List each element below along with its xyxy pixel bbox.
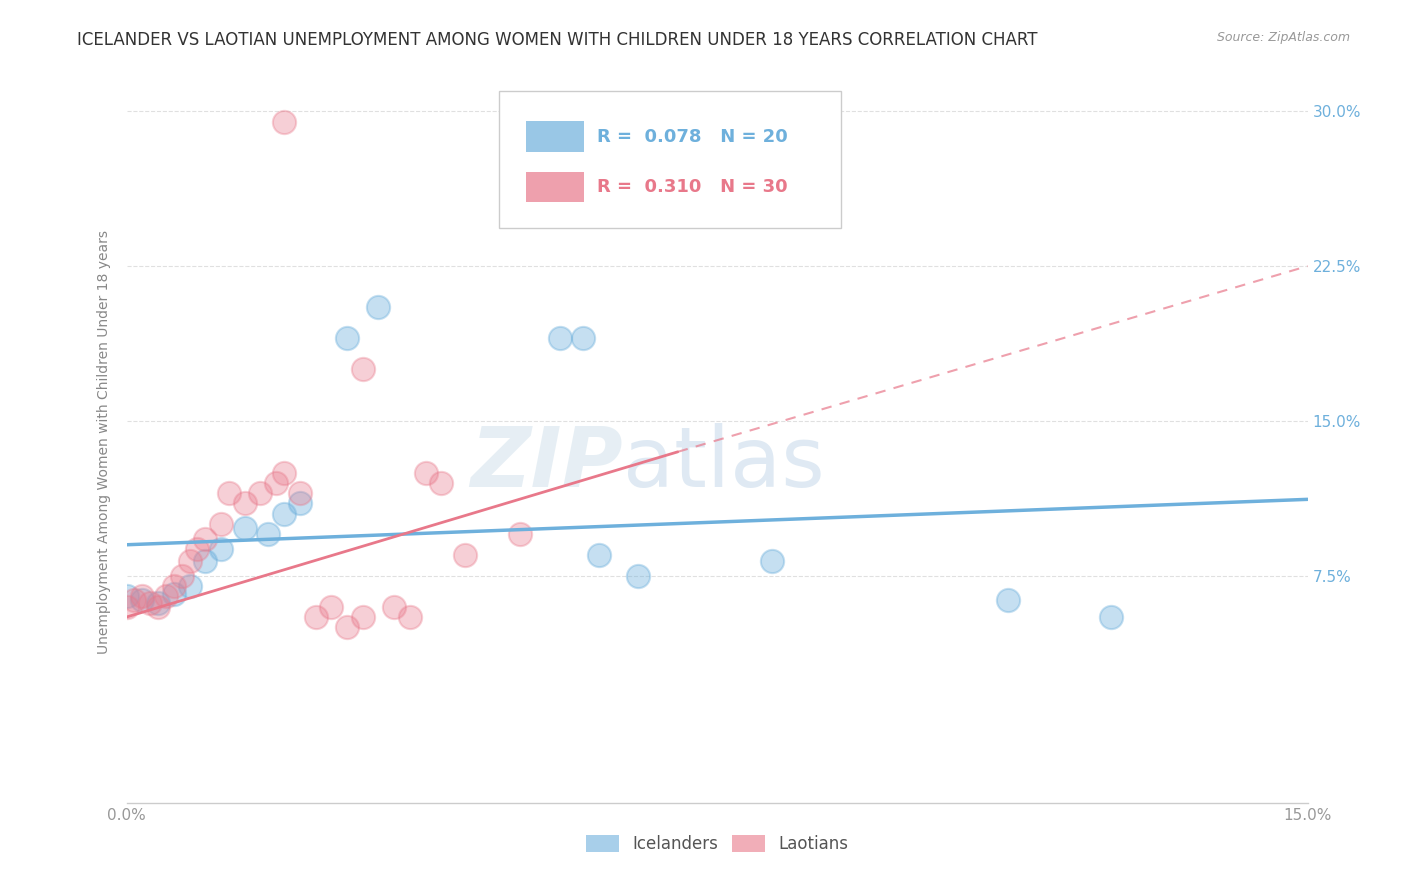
Text: R =  0.310   N = 30: R = 0.310 N = 30 (596, 178, 787, 196)
Point (548, 331, 571, 345)
Point (115, 590, 138, 604)
Point (179, 579, 201, 593)
Point (131, 590, 153, 604)
Point (170, 568, 193, 582)
Point (124, 593, 146, 607)
Point (163, 587, 186, 601)
Legend: Icelanders, Laotians: Icelanders, Laotians (579, 828, 855, 860)
Point (233, 496, 256, 510)
Point (509, 527, 531, 541)
Point (115, 599, 138, 614)
Point (627, 568, 650, 582)
Text: Source: ZipAtlas.com: Source: ZipAtlas.com (1216, 31, 1350, 45)
Point (209, 541, 232, 556)
FancyBboxPatch shape (499, 91, 841, 228)
Point (218, 486, 240, 500)
Point (336, 331, 359, 345)
Text: ZIP: ZIP (470, 423, 623, 504)
Point (367, 301, 389, 315)
Point (304, 610, 326, 624)
Point (997, 593, 1019, 607)
Point (288, 486, 311, 500)
Point (194, 532, 217, 546)
Text: R =  0.078   N = 20: R = 0.078 N = 20 (596, 128, 787, 145)
Point (430, 475, 453, 490)
Point (155, 590, 177, 604)
Point (163, 579, 186, 593)
Point (233, 521, 256, 535)
Point (209, 517, 232, 532)
Y-axis label: Unemployment Among Women with Children Under 18 years: Unemployment Among Women with Children U… (97, 229, 111, 654)
Point (273, 114, 295, 128)
Point (273, 466, 295, 480)
Point (139, 596, 162, 610)
Point (131, 593, 153, 607)
Point (761, 554, 783, 568)
Point (588, 548, 610, 562)
Point (273, 507, 295, 521)
Point (399, 610, 422, 624)
Point (194, 554, 217, 568)
Point (321, 599, 343, 614)
Point (146, 599, 169, 614)
Point (264, 475, 287, 490)
Point (288, 496, 311, 510)
Point (186, 541, 208, 556)
Point (454, 548, 477, 562)
Point (249, 486, 271, 500)
Point (146, 596, 169, 610)
FancyBboxPatch shape (526, 121, 583, 152)
Point (1099, 610, 1122, 624)
Text: atlas: atlas (623, 423, 824, 504)
FancyBboxPatch shape (526, 172, 583, 202)
Point (257, 527, 280, 541)
Point (382, 599, 405, 614)
Point (415, 466, 437, 480)
Text: ICELANDER VS LAOTIAN UNEMPLOYMENT AMONG WOMEN WITH CHILDREN UNDER 18 YEARS CORRE: ICELANDER VS LAOTIAN UNEMPLOYMENT AMONG … (77, 31, 1038, 49)
Point (352, 610, 374, 624)
Point (179, 554, 201, 568)
Point (352, 362, 374, 376)
Point (336, 620, 359, 634)
Point (572, 331, 595, 345)
